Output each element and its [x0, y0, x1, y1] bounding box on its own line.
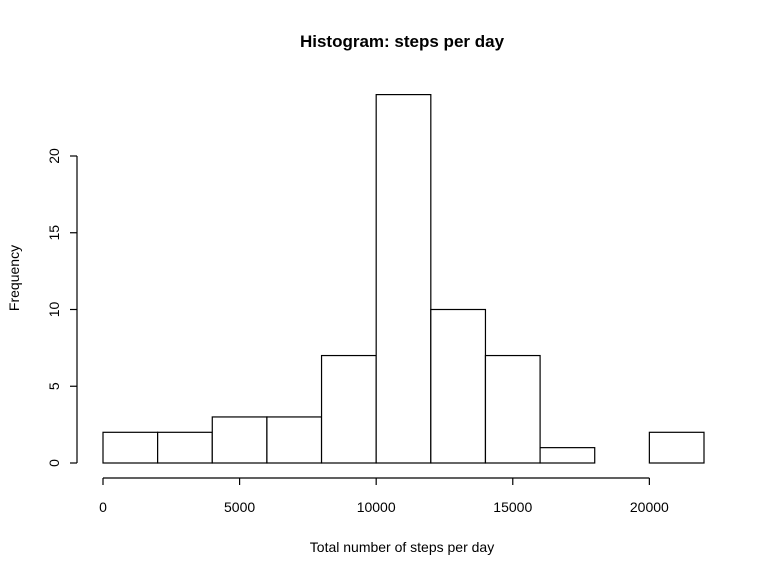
- x-tick-label: 0: [99, 499, 107, 515]
- histogram-bar: [648, 431, 705, 464]
- x-tick-label: 5000: [224, 499, 255, 515]
- y-tick-label: 15: [46, 225, 62, 241]
- histogram-bar: [484, 354, 541, 464]
- y-axis-label: Frequency: [6, 245, 22, 311]
- histogram-bar: [430, 308, 487, 464]
- x-axis: 0 5000 10000 15000 20000: [99, 477, 669, 515]
- histogram-bars: [102, 93, 705, 464]
- histogram-bar: [320, 354, 377, 464]
- histogram-bar: [157, 431, 213, 464]
- y-tick-label: 5: [46, 382, 62, 390]
- x-tick-label: 10000: [357, 499, 396, 515]
- chart-title: Histogram: steps per day: [300, 32, 505, 51]
- y-tick-label: 10: [46, 302, 62, 318]
- x-tick-label: 15000: [493, 499, 532, 515]
- x-axis-label: Total number of steps per day: [310, 539, 494, 555]
- y-tick-label: 0: [46, 459, 62, 467]
- histogram-bar: [211, 416, 268, 464]
- x-tick-label: 20000: [630, 499, 669, 515]
- histogram-bar: [102, 431, 159, 464]
- histogram-bar: [375, 93, 432, 464]
- histogram-bar: [266, 416, 323, 464]
- histogram-bar: [539, 447, 596, 464]
- y-tick-label: 20: [46, 148, 62, 164]
- y-axis: 0 5 10 15 20: [46, 148, 78, 467]
